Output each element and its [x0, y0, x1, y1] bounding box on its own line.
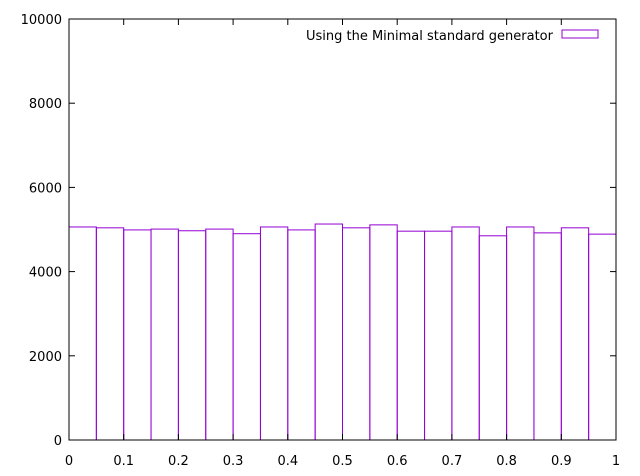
- y-tick-label: 0: [54, 434, 62, 449]
- x-tick-label: 0.5: [332, 454, 353, 469]
- histogram-bar: [506, 226, 535, 441]
- histogram-bar: [588, 233, 617, 441]
- y-tick-label: 4000: [29, 266, 62, 281]
- legend-swatch: [561, 29, 599, 39]
- histogram-bar: [177, 230, 207, 441]
- x-tick-label: 0.7: [442, 454, 463, 469]
- y-tick-label: 6000: [29, 181, 62, 196]
- histogram-bar: [205, 228, 234, 441]
- histogram-bar: [342, 227, 371, 441]
- x-tick-label: 0: [65, 454, 73, 469]
- histogram-bar: [369, 224, 398, 441]
- y-tick-label: 2000: [29, 350, 62, 365]
- x-tick-label: 0.9: [551, 454, 572, 469]
- x-tick-label: 0.2: [168, 454, 189, 469]
- x-tick-label: 0.4: [277, 454, 298, 469]
- histogram-bar: [259, 226, 289, 441]
- histogram-bar: [232, 233, 261, 441]
- histogram-bar: [451, 226, 480, 441]
- legend: Using the Minimal standard generator: [306, 29, 599, 44]
- histogram-bar: [533, 232, 562, 441]
- histogram-bar: [314, 223, 343, 441]
- x-tick-label: 0.8: [496, 454, 517, 469]
- legend-label: Using the Minimal standard generator: [306, 29, 554, 44]
- x-tick-label: 0.6: [387, 454, 408, 469]
- histogram-bar: [150, 228, 179, 441]
- histogram-bar: [478, 235, 508, 441]
- histogram-bar: [123, 229, 152, 441]
- histogram-bar: [424, 230, 453, 441]
- histogram-bar: [287, 229, 316, 441]
- histogram-bar: [396, 230, 426, 441]
- x-tick-label: 0.1: [113, 454, 134, 469]
- x-tick-label: 1: [612, 454, 620, 469]
- histogram-bar: [560, 227, 590, 441]
- y-tick-label: 8000: [29, 97, 62, 112]
- y-tick-label: 10000: [21, 13, 62, 28]
- histogram-bar: [95, 227, 125, 441]
- histogram-bar: [68, 226, 97, 441]
- ticks-group: 0 0.1 0.2 0.3 0.4 0.5 0.6 0.7 0.8 0.9 1 0 2000 4000 60…: [21, 13, 621, 469]
- x-tick-label: 0.3: [223, 454, 244, 469]
- bars-group: [68, 223, 617, 441]
